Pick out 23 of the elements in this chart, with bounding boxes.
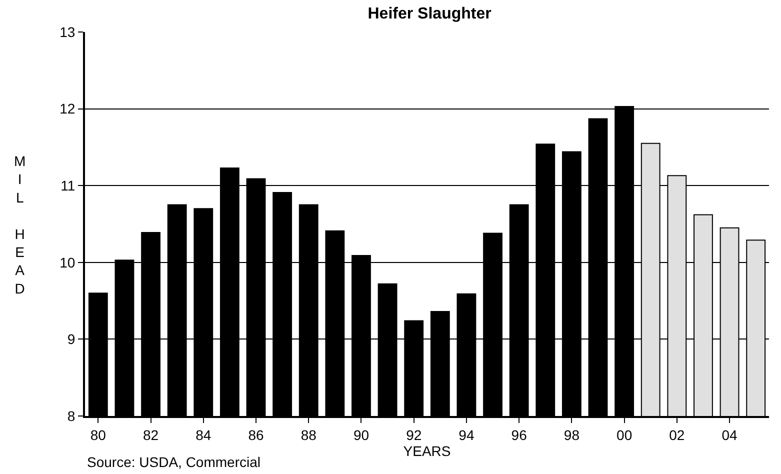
y-tick-label: 12	[60, 100, 76, 117]
y-tick-label: 11	[60, 178, 76, 194]
y-tick-label: 13	[60, 24, 76, 40]
x-tick-label: 92	[406, 426, 422, 443]
x-tick-label: 96	[511, 426, 528, 443]
x-tick-label: 90	[353, 426, 370, 443]
x-axis-title: YEARS	[403, 442, 451, 459]
x-tick-label: 02	[669, 426, 685, 443]
x-tick-label: 80	[90, 426, 106, 443]
x-tick-label: 84	[196, 426, 212, 443]
x-tick-label: 98	[564, 426, 580, 443]
x-tick-label: 94	[458, 426, 474, 443]
text: MIL HEAD	[14, 153, 26, 296]
source-note: Source: USDA, Commercial	[87, 454, 260, 470]
chart-title: Heifer Slaughter	[368, 5, 492, 22]
y-tick-label: 8	[67, 408, 76, 424]
x-tick-label: 88	[300, 426, 317, 443]
y-tick-label: 9	[67, 331, 76, 348]
x-tick-label: 00	[616, 426, 632, 443]
y-tick-label: 10	[60, 254, 76, 270]
x-tick-label: 04	[722, 426, 738, 443]
x-tick-label: 82	[142, 426, 159, 443]
x-tick-label: 86	[248, 426, 264, 443]
